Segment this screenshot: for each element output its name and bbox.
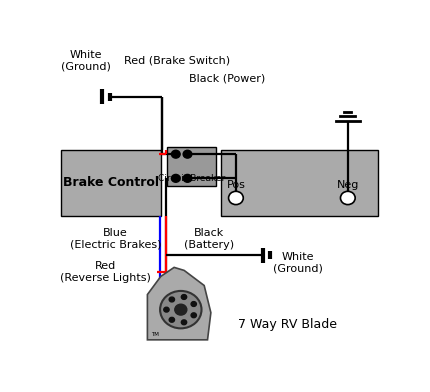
Circle shape — [190, 301, 196, 307]
Circle shape — [169, 318, 174, 322]
Text: Brake Control: Brake Control — [62, 176, 158, 189]
Text: Red
(Reverse Lights): Red (Reverse Lights) — [60, 261, 151, 283]
Text: Circuit Breaker: Circuit Breaker — [158, 174, 225, 183]
Text: Blue
(Electric Brakes): Blue (Electric Brakes) — [70, 228, 161, 250]
Bar — [221, 150, 377, 216]
Bar — [60, 150, 160, 216]
Circle shape — [181, 320, 186, 325]
Bar — [167, 147, 215, 186]
Circle shape — [340, 191, 354, 205]
Circle shape — [171, 174, 180, 182]
Text: Black
(Battery): Black (Battery) — [184, 228, 234, 250]
Circle shape — [160, 291, 201, 328]
Text: Black (Power): Black (Power) — [189, 74, 265, 84]
Circle shape — [190, 313, 196, 318]
Circle shape — [169, 297, 174, 302]
Text: Pos: Pos — [226, 180, 245, 191]
Polygon shape — [147, 267, 210, 340]
Circle shape — [183, 174, 191, 182]
Circle shape — [175, 304, 186, 315]
Text: White
(Ground): White (Ground) — [61, 50, 110, 71]
Circle shape — [171, 150, 180, 158]
Text: 7 Way RV Blade: 7 Way RV Blade — [238, 318, 336, 331]
Circle shape — [163, 307, 169, 312]
Circle shape — [181, 294, 186, 299]
Text: Red (Brake Switch): Red (Brake Switch) — [124, 56, 230, 65]
Text: TM: TM — [150, 332, 158, 337]
Text: White
(Ground): White (Ground) — [272, 252, 322, 274]
Circle shape — [228, 191, 243, 205]
Text: Neg: Neg — [336, 180, 358, 191]
Circle shape — [183, 150, 191, 158]
